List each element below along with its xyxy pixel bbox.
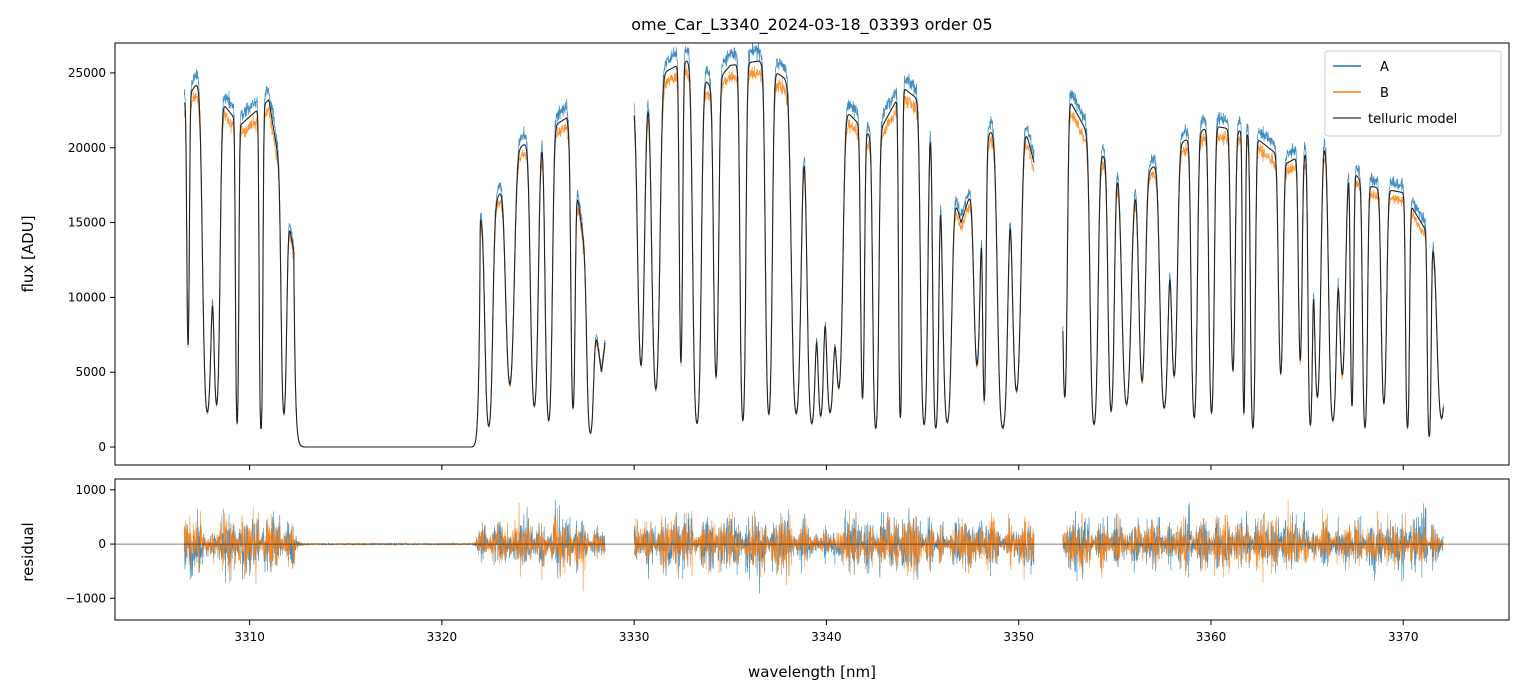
residual-b-line-0 [183,502,606,592]
residual-a-line-0 [183,499,606,583]
telluric-model-line-1 [633,60,1035,429]
residual-y-tick-label: −1000 [65,591,106,605]
legend: A B telluric model [1324,50,1502,137]
chart-title: ome_Car_L3340_2024-03-18_03393 order 05 [631,15,992,35]
x-tick-label: 3340 [811,630,842,644]
flux-panel: 0 5000 10000 15000 20000 25000 flux [ADU] A B… [19,42,1510,470]
residual-y-tick-label: 1000 [75,483,106,497]
residual-series-group [183,499,1444,594]
x-tick-label: 3350 [1003,630,1034,644]
flux-y-axis-label: flux [ADU] [19,215,37,292]
x-axis-label: wavelength [nm] [748,663,876,681]
x-tick-label: 3320 [427,630,458,644]
flux-x-ticks [249,465,1404,470]
legend-label-a: A [1380,60,1389,75]
flux-series-group [183,43,1444,448]
flux-y-tick-label: 25000 [68,66,106,80]
flux-y-tick-label: 10000 [68,290,106,304]
telluric-model-line-0 [184,84,606,448]
residual-y-ticks: −1000 0 1000 [65,483,115,605]
x-tick-label: 3330 [619,630,650,644]
residual-b-line-2 [1062,499,1444,584]
residual-y-tick-label: 0 [98,537,106,551]
flux-plot-frame [114,42,1510,466]
flux-y-tick-label: 15000 [68,216,106,230]
residual-b-line-1 [633,510,1035,586]
residual-y-axis-label: residual [19,522,37,581]
residual-plot-frame [114,478,1510,621]
flux-y-tick-label: 5000 [75,365,106,379]
telluric-model-line-2 [1062,103,1444,437]
residual-x-ticks: 3310 3320 3330 3340 3350 3360 3370 [234,620,1419,644]
flux-y-tick-label: 20000 [68,141,106,155]
x-tick-label: 3360 [1196,630,1227,644]
legend-label-telluric: telluric model [1368,112,1457,127]
flux-y-ticks: 0 5000 10000 15000 20000 25000 [68,66,115,454]
flux-y-tick-label: 0 [98,440,106,454]
legend-label-b: B [1380,86,1389,101]
x-tick-label: 3310 [234,630,265,644]
legend-frame [1324,50,1502,137]
x-tick-label: 3370 [1388,630,1419,644]
flux-plot-area [115,43,1509,465]
